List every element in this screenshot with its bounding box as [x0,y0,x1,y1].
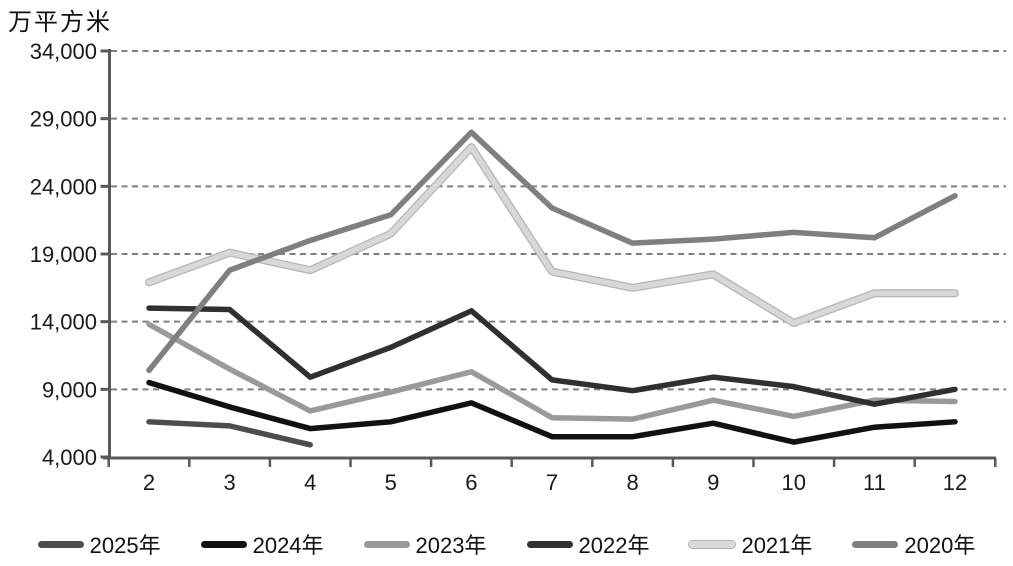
y-tick-label: 34,000 [30,39,97,64]
x-tick-label: 5 [385,470,397,495]
legend-item-2020: 2020年 [852,528,975,560]
x-tick-label: 9 [707,470,719,495]
series-line-2024 [146,379,958,445]
y-tick-label: 29,000 [30,107,97,132]
x-tick-label: 6 [465,470,477,495]
series-line-2020 [146,129,958,374]
x-tick-label: 2 [143,470,155,495]
y-tick-label: 14,000 [30,310,97,335]
y-tick-label: 19,000 [30,242,97,267]
legend-item-2021: 2021年 [689,528,812,560]
legend-item-2025: 2025年 [37,528,161,560]
y-tick-label: 9,000 [42,377,97,402]
legend-label-2025: 2025年 [89,533,161,558]
x-tick-label: 8 [626,470,638,495]
series-line-2021 [146,144,958,326]
y-axis-unit-label: 万平方米 [8,8,112,36]
legend-swatch-2022 [526,540,573,548]
x-tick-label: 12 [943,470,967,495]
y-tick-label: 4,000 [42,445,97,470]
legend-label-2023: 2023年 [415,533,487,558]
legend-label-2024: 2024年 [252,533,324,558]
legend-label-2021: 2021年 [741,533,813,558]
series-line-2025 [146,419,313,448]
legend-item-2022: 2022年 [526,528,650,560]
x-tick-label: 3 [223,470,235,495]
legend-swatch-2023 [363,540,410,548]
legend-item-2023: 2023年 [363,528,487,560]
legend-swatch-2025 [37,540,84,548]
legend-item-2024: 2024年 [200,528,324,560]
series-line-2022 [146,305,958,407]
legend-swatch-2021 [689,540,736,548]
legend: 2025年 2024年 2023年 2022年 2021年 2020年 [0,526,1013,562]
x-tick-label: 10 [782,470,806,495]
x-tick-label: 11 [863,470,886,495]
legend-swatch-2024 [200,540,247,548]
legend-swatch-2020 [852,540,899,548]
y-tick-label: 24,000 [30,174,97,199]
legend-label-2020: 2020年 [904,533,976,558]
x-tick-label: 4 [304,470,316,495]
legend-label-2022: 2022年 [578,533,650,558]
x-tick-label: 7 [546,470,558,495]
series-line-2023 [146,321,958,422]
